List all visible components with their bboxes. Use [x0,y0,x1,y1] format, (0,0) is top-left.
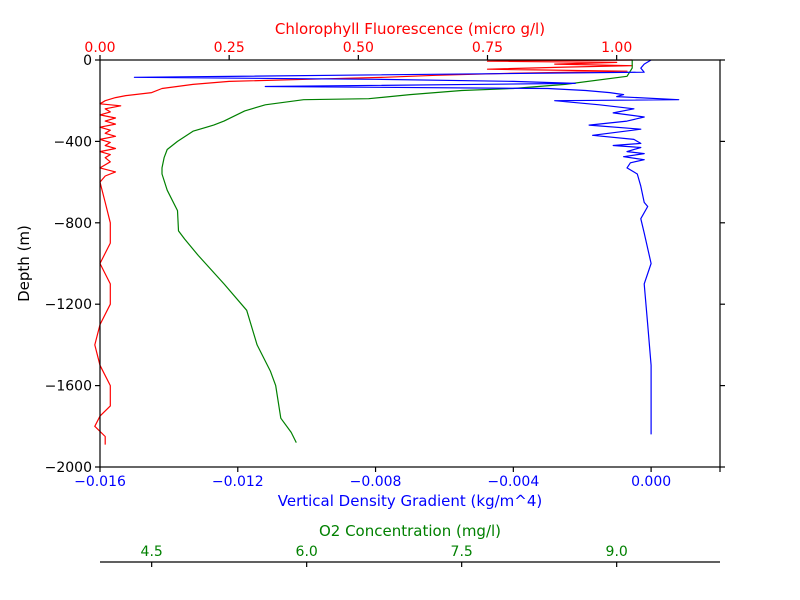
o2-tick-label: 6.0 [296,544,318,560]
y-tick-label: 0 [83,53,92,69]
chlorophyll-tick-label: 0.25 [214,40,245,56]
density-axis-label: Vertical Density Gradient (kg/m^4) [278,492,542,510]
density-tick-label: −0.004 [487,474,539,490]
series-layer [94,59,680,445]
o2-axis-label: O2 Concentration (mg/l) [319,522,501,540]
density-tick-label: −0.016 [74,474,126,490]
chlorophyll-tick-label: 0.00 [84,40,115,56]
chlorophyll-tick-label: 0.75 [472,40,503,56]
y-axis-label: Depth (m) [15,225,33,302]
y-tick-label: −2000 [45,460,92,476]
density-tick-label: −0.008 [350,474,402,490]
y-tick-label: −400 [54,134,92,150]
y-tick-label: −1600 [45,379,92,395]
density-series-line [133,59,680,435]
o2-tick-label: 4.5 [141,544,163,560]
o2-tick-label: 9.0 [606,544,628,560]
plot-frame [99,59,721,468]
chlorophyll-series-line [94,59,633,445]
axes-layer: 0 −400 −800 −1200 −1600 −2000 Depth (m) −0.016 −… [15,20,725,567]
density-tick-label: 0.000 [631,474,671,490]
o2-series-line [161,60,633,443]
y-tick-label: −800 [54,216,92,232]
y-tick-label: −1200 [45,297,92,313]
density-tick-label: −0.012 [212,474,264,490]
chlorophyll-tick-label: 0.50 [343,40,374,56]
chlorophyll-tick-label: 1.00 [601,40,632,56]
o2-tick-label: 7.5 [451,544,473,560]
chlorophyll-axis-label: Chlorophyll Fluorescence (micro g/l) [275,20,545,38]
